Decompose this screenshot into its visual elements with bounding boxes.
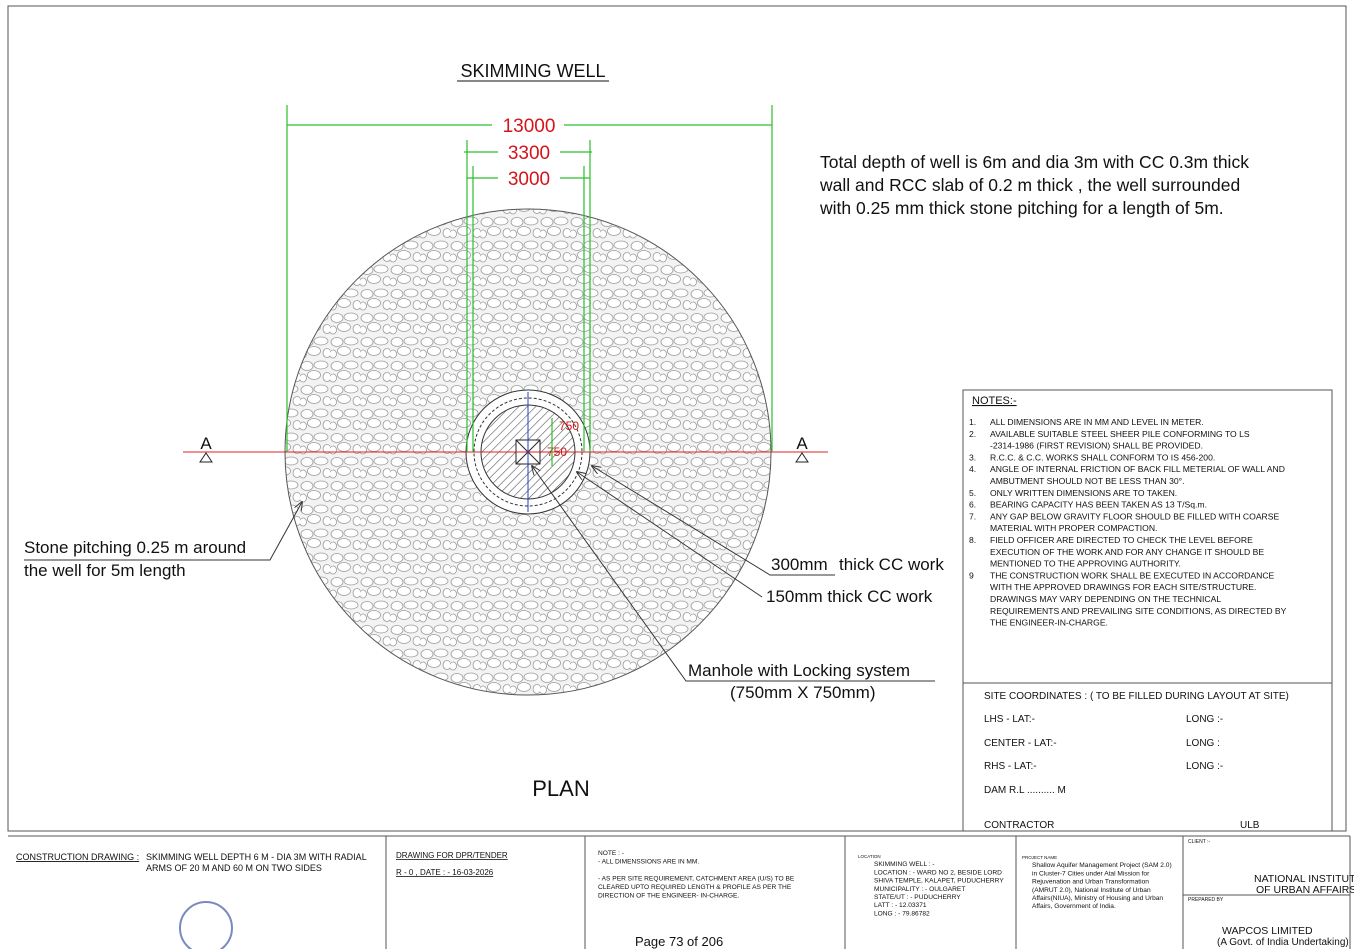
site-field: LONG :- bbox=[1186, 761, 1223, 772]
block-text: R - 0 , DATE : - 16-03-2026 bbox=[396, 868, 494, 877]
site-field: RHS - LAT:- bbox=[984, 761, 1037, 772]
section-arrow bbox=[200, 453, 212, 462]
note-line: WITH THE APPROVED DRAWINGS FOR EACH SITE… bbox=[990, 582, 1256, 592]
block-label: CONSTRUCTION DRAWING : bbox=[16, 852, 139, 862]
block-text: LOCATION bbox=[858, 854, 881, 859]
note-line: REQUIREMENTS AND PREVAILING SITE CONDITI… bbox=[990, 606, 1287, 616]
client-name: OF URBAN AFFAIRS bbox=[1256, 884, 1354, 896]
note-number: 4. bbox=[969, 464, 976, 474]
title-block-texts: NOTE : - - ALL DIMENSSIONS ARE IN MM. - AS… bbox=[598, 850, 1172, 917]
note-line: -2314-1986 (FIRST REVISION) SHALL BE PRO… bbox=[990, 441, 1203, 451]
note-number: 7. bbox=[969, 511, 976, 521]
note-line: R.C.C. & C.C. WORKS SHALL CONFORM TO IS … bbox=[990, 452, 1215, 462]
block-text: Affairs(NIUA), Ministry of Housing and U… bbox=[1032, 895, 1163, 902]
dim-label: 3300 bbox=[508, 143, 550, 164]
note-number: 8. bbox=[969, 535, 976, 545]
callout-text: Stone pitching 0.25 m around bbox=[24, 538, 246, 557]
block-label: PREPARED BY bbox=[1188, 897, 1224, 903]
block-text: DIRECTION OF THE ENGINEER- IN-CHARGE. bbox=[598, 893, 739, 900]
site-rows: LHS - LAT:- LONG :- CENTER - LAT:- LONG : RH… bbox=[984, 714, 1260, 831]
note-number: 9 bbox=[969, 570, 974, 580]
callout-text: thick CC work bbox=[839, 555, 944, 574]
description-line: Total depth of well is 6m and dia 3m wit… bbox=[820, 152, 1249, 172]
site-field: ULB bbox=[1240, 820, 1260, 831]
block-text: NOTE : - bbox=[598, 850, 624, 857]
note-line: MATERIAL WITH PROPER COMPACTION. bbox=[990, 523, 1157, 533]
block-text: - ALL DIMENSSIONS ARE IN MM. bbox=[598, 859, 699, 866]
callout-size: 300mm bbox=[771, 555, 828, 574]
section-mark: A bbox=[200, 434, 212, 453]
note-line: THE CONSTRUCTION WORK SHALL BE EXECUTED … bbox=[990, 570, 1275, 580]
block-text: LONG : - 79.86782 bbox=[874, 910, 930, 917]
section-arrow bbox=[796, 453, 808, 462]
block-text: MUNICIPALITY : - OULGARET bbox=[874, 886, 965, 893]
note-number: 5. bbox=[969, 488, 976, 498]
site-field: LONG : bbox=[1186, 738, 1220, 749]
notes-heading: NOTES:- bbox=[972, 395, 1017, 407]
block-text: ARMS OF 20 M AND 60 M ON TWO SIDES bbox=[146, 863, 322, 873]
drawing-title: SKIMMING WELL bbox=[460, 61, 605, 81]
dim-label: 13000 bbox=[503, 116, 556, 137]
prepared-sub: (A Govt. of India Undertaking) bbox=[1217, 937, 1349, 948]
stamp bbox=[180, 902, 232, 949]
block-text: SKIMMING WELL : - bbox=[874, 861, 935, 868]
note-line: ONLY WRITTEN DIMENSIONS ARE TO TAKEN. bbox=[990, 488, 1177, 498]
site-field: LONG :- bbox=[1186, 714, 1223, 725]
block-text: STATE/UT : - PUDUCHERRY bbox=[874, 894, 961, 901]
note-line: BEARING CAPACITY HAS BEEN TAKEN AS 13 T/… bbox=[990, 500, 1207, 510]
block-text: LATT : - 12.03371 bbox=[874, 902, 927, 909]
notes-list: 1. ALL DIMENSIONS ARE IN MM AND LEVEL IN … bbox=[969, 417, 1287, 628]
site-field: LHS - LAT:- bbox=[984, 714, 1035, 725]
prepared-name: WAPCOS LIMITED bbox=[1222, 925, 1313, 937]
site-heading: SITE COORDINATES : ( TO BE FILLED DURING… bbox=[984, 691, 1289, 702]
block-text: in Cluster-7 Cities under Atal Mission f… bbox=[1032, 870, 1150, 877]
block-text: LOCATION : - WARD NO 2, BESIDE LORD bbox=[874, 869, 1002, 876]
manhole-dim: 750 bbox=[547, 445, 567, 459]
block-text: SHIVA TEMPLE, KALAPET, PUDUCHERRY bbox=[874, 878, 1004, 885]
note-line: ANY GAP BELOW GRAVITY FLOOR SHOULD BE FI… bbox=[990, 511, 1279, 521]
callout-text: Manhole with Locking system bbox=[688, 661, 910, 680]
block-text: Rejuvenation and Urban Transformation bbox=[1032, 879, 1149, 886]
drawing-sheet: SKIMMING WELL A A 750 750 13000 3300 300… bbox=[0, 0, 1354, 949]
site-field: DAM R.L .......... M bbox=[984, 785, 1066, 796]
site-field: CENTER - LAT:- bbox=[984, 738, 1057, 749]
note-line: ANGLE OF INTERNAL FRICTION OF BACK FILL … bbox=[990, 464, 1285, 474]
callout-text: the well for 5m length bbox=[24, 561, 186, 580]
note-line: DRAWINGS MAY VARY DEPENDING ON THE TECHN… bbox=[990, 594, 1221, 604]
note-line: AVAILABLE SUITABLE STEEL SHEER PILE CONF… bbox=[990, 429, 1250, 439]
block-text: CLEARED UPTO REQUIRED LENGTH & PROFILE A… bbox=[598, 884, 792, 891]
note-line: MENTIONED TO THE APPROVING AUTHORITY. bbox=[990, 559, 1181, 569]
callout-text: (750mm X 750mm) bbox=[730, 683, 875, 702]
block-text: (AMRUT 2.0), National Institute of Urban bbox=[1032, 887, 1151, 894]
block-text: PROJECT NAME bbox=[1022, 855, 1057, 860]
note-number: 2. bbox=[969, 429, 976, 439]
note-number: 3. bbox=[969, 452, 976, 462]
description-line: with 0.25 mm thick stone pitching for a … bbox=[819, 198, 1224, 218]
dim-label: 3000 bbox=[508, 169, 550, 190]
callout-text: 150mm thick CC work bbox=[766, 587, 933, 606]
block-text: Affairs, Government of India. bbox=[1032, 903, 1116, 910]
note-number: 1. bbox=[969, 417, 976, 427]
note-line: ALL DIMENSIONS ARE IN MM AND LEVEL IN ME… bbox=[990, 417, 1204, 427]
block-text: DRAWING FOR DPR/TENDER bbox=[396, 851, 508, 860]
block-text: Shallow Aquifer Management Project (SAM … bbox=[1032, 862, 1172, 869]
block-text: SKIMMING WELL DEPTH 6 M - DIA 3M WITH RA… bbox=[146, 852, 367, 862]
block-label: CLIENT :- bbox=[1188, 839, 1210, 845]
note-line: EXECUTION OF THE WORK AND FOR ANY CHANGE… bbox=[990, 547, 1264, 557]
description-line: wall and RCC slab of 0.2 m thick , the w… bbox=[819, 175, 1240, 195]
page-number: Page 73 of 206 bbox=[635, 934, 723, 949]
note-line: AMBUTMENT SHOULD NOT BE LESS THAN 30°. bbox=[990, 476, 1184, 486]
note-line: FIELD OFFICER ARE DIRECTED TO CHECK THE … bbox=[990, 535, 1253, 545]
note-number: 6. bbox=[969, 500, 976, 510]
block-text: - AS PER SITE REQUIREMENT, CATCHMENT ARE… bbox=[598, 876, 795, 883]
site-field: CONTRACTOR bbox=[984, 820, 1054, 831]
view-label: PLAN bbox=[532, 776, 589, 801]
section-mark: A bbox=[796, 434, 808, 453]
note-line: THE ENGINEER-IN-CHARGE. bbox=[990, 618, 1108, 628]
manhole-dim: 750 bbox=[559, 419, 579, 433]
